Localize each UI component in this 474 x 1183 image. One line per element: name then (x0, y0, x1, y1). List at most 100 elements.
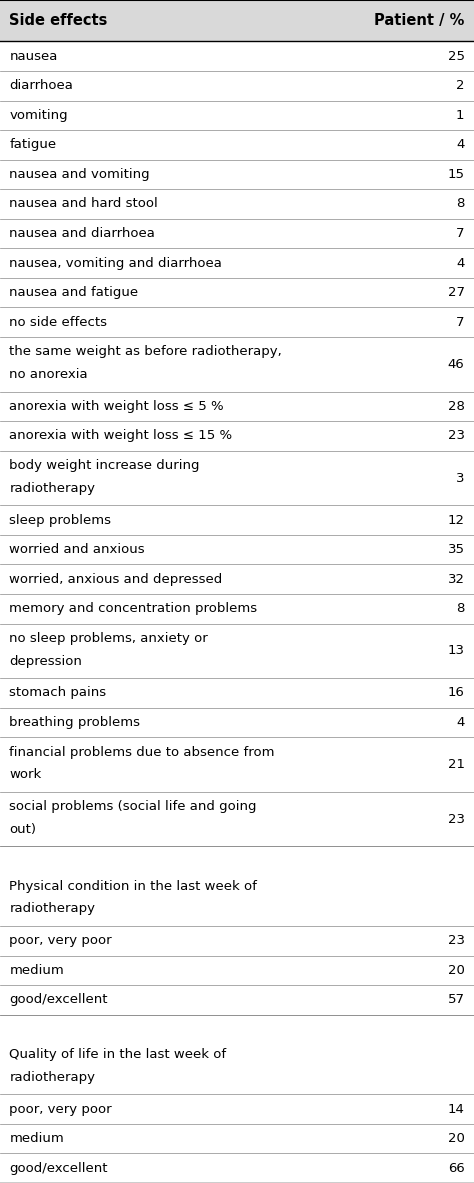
Text: 8: 8 (456, 602, 465, 615)
Text: 28: 28 (447, 400, 465, 413)
Text: 46: 46 (448, 357, 465, 370)
Text: 3: 3 (456, 472, 465, 485)
Text: 8: 8 (456, 198, 465, 211)
Text: 2: 2 (456, 79, 465, 92)
Text: 21: 21 (447, 758, 465, 771)
Text: Side effects: Side effects (9, 13, 108, 28)
Text: nausea and vomiting: nausea and vomiting (9, 168, 150, 181)
Text: 23: 23 (447, 813, 465, 826)
Text: no sleep problems, anxiety or: no sleep problems, anxiety or (9, 632, 208, 645)
Text: nausea and diarrhoea: nausea and diarrhoea (9, 227, 155, 240)
Bar (0, 1040, 474, 1094)
Text: vomiting: vomiting (9, 109, 68, 122)
Bar (0, 985, 474, 1015)
Bar (0, 1094, 474, 1124)
Text: worried, anxious and depressed: worried, anxious and depressed (9, 573, 223, 586)
Text: good/excellent: good/excellent (9, 994, 108, 1007)
Bar (0, 337, 474, 392)
Text: poor, very poor: poor, very poor (9, 935, 112, 948)
Text: 7: 7 (456, 316, 465, 329)
Text: medium: medium (9, 964, 64, 977)
Bar (0, 101, 474, 130)
Text: depression: depression (9, 654, 82, 667)
Text: work: work (9, 768, 42, 781)
Text: 66: 66 (448, 1162, 465, 1175)
Text: 4: 4 (456, 257, 465, 270)
Text: 7: 7 (456, 227, 465, 240)
Bar (0, 1015, 474, 1040)
Bar (0, 678, 474, 707)
Text: 16: 16 (447, 686, 465, 699)
Bar (0, 219, 474, 248)
Text: 14: 14 (447, 1103, 465, 1116)
Text: 4: 4 (456, 138, 465, 151)
Bar (0, 160, 474, 189)
Bar (0, 505, 474, 535)
Bar (0, 189, 474, 219)
Bar (0, 623, 474, 678)
Text: Quality of life in the last week of: Quality of life in the last week of (9, 1048, 227, 1061)
Text: good/excellent: good/excellent (9, 1162, 108, 1175)
Text: no anorexia: no anorexia (9, 368, 88, 381)
Text: 23: 23 (447, 935, 465, 948)
Text: 15: 15 (447, 168, 465, 181)
Bar (0, 248, 474, 278)
Text: stomach pains: stomach pains (9, 686, 107, 699)
Text: 25: 25 (447, 50, 465, 63)
Bar (0, 451, 474, 505)
Bar (0, 0, 474, 41)
Bar (0, 308, 474, 337)
Text: anorexia with weight loss ≤ 15 %: anorexia with weight loss ≤ 15 % (9, 429, 233, 442)
Bar (0, 130, 474, 160)
Bar (0, 278, 474, 308)
Bar (0, 791, 474, 846)
Bar (0, 926, 474, 956)
Text: body weight increase during: body weight increase during (9, 459, 200, 472)
Text: radiotherapy: radiotherapy (9, 1071, 95, 1084)
Bar (0, 564, 474, 594)
Text: 23: 23 (447, 429, 465, 442)
Text: 57: 57 (447, 994, 465, 1007)
Bar (0, 737, 474, 791)
Text: poor, very poor: poor, very poor (9, 1103, 112, 1116)
Text: nausea, vomiting and diarrhoea: nausea, vomiting and diarrhoea (9, 257, 222, 270)
Text: medium: medium (9, 1132, 64, 1145)
Bar (0, 707, 474, 737)
Text: Patient / %: Patient / % (374, 13, 465, 28)
Text: sleep problems: sleep problems (9, 513, 111, 526)
Text: worried and anxious: worried and anxious (9, 543, 145, 556)
Text: nausea: nausea (9, 50, 58, 63)
Text: anorexia with weight loss ≤ 5 %: anorexia with weight loss ≤ 5 % (9, 400, 224, 413)
Text: radiotherapy: radiotherapy (9, 903, 95, 916)
Text: 35: 35 (447, 543, 465, 556)
Text: 32: 32 (447, 573, 465, 586)
Text: social problems (social life and going: social problems (social life and going (9, 800, 257, 813)
Text: fatigue: fatigue (9, 138, 56, 151)
Bar (0, 421, 474, 451)
Bar (0, 392, 474, 421)
Text: memory and concentration problems: memory and concentration problems (9, 602, 257, 615)
Text: 20: 20 (447, 1132, 465, 1145)
Bar (0, 1153, 474, 1183)
Text: no side effects: no side effects (9, 316, 108, 329)
Bar (0, 594, 474, 623)
Text: nausea and fatigue: nausea and fatigue (9, 286, 138, 299)
Text: 12: 12 (447, 513, 465, 526)
Text: breathing problems: breathing problems (9, 716, 140, 729)
Bar (0, 846, 474, 872)
Text: 4: 4 (456, 716, 465, 729)
Text: out): out) (9, 823, 36, 836)
Bar (0, 535, 474, 564)
Bar (0, 956, 474, 985)
Text: the same weight as before radiotherapy,: the same weight as before radiotherapy, (9, 345, 282, 358)
Text: 1: 1 (456, 109, 465, 122)
Bar (0, 71, 474, 101)
Text: Physical condition in the last week of: Physical condition in the last week of (9, 880, 257, 893)
Text: 20: 20 (447, 964, 465, 977)
Bar (0, 41, 474, 71)
Text: radiotherapy: radiotherapy (9, 481, 95, 494)
Text: nausea and hard stool: nausea and hard stool (9, 198, 158, 211)
Bar (0, 1124, 474, 1153)
Text: diarrhoea: diarrhoea (9, 79, 73, 92)
Text: 27: 27 (447, 286, 465, 299)
